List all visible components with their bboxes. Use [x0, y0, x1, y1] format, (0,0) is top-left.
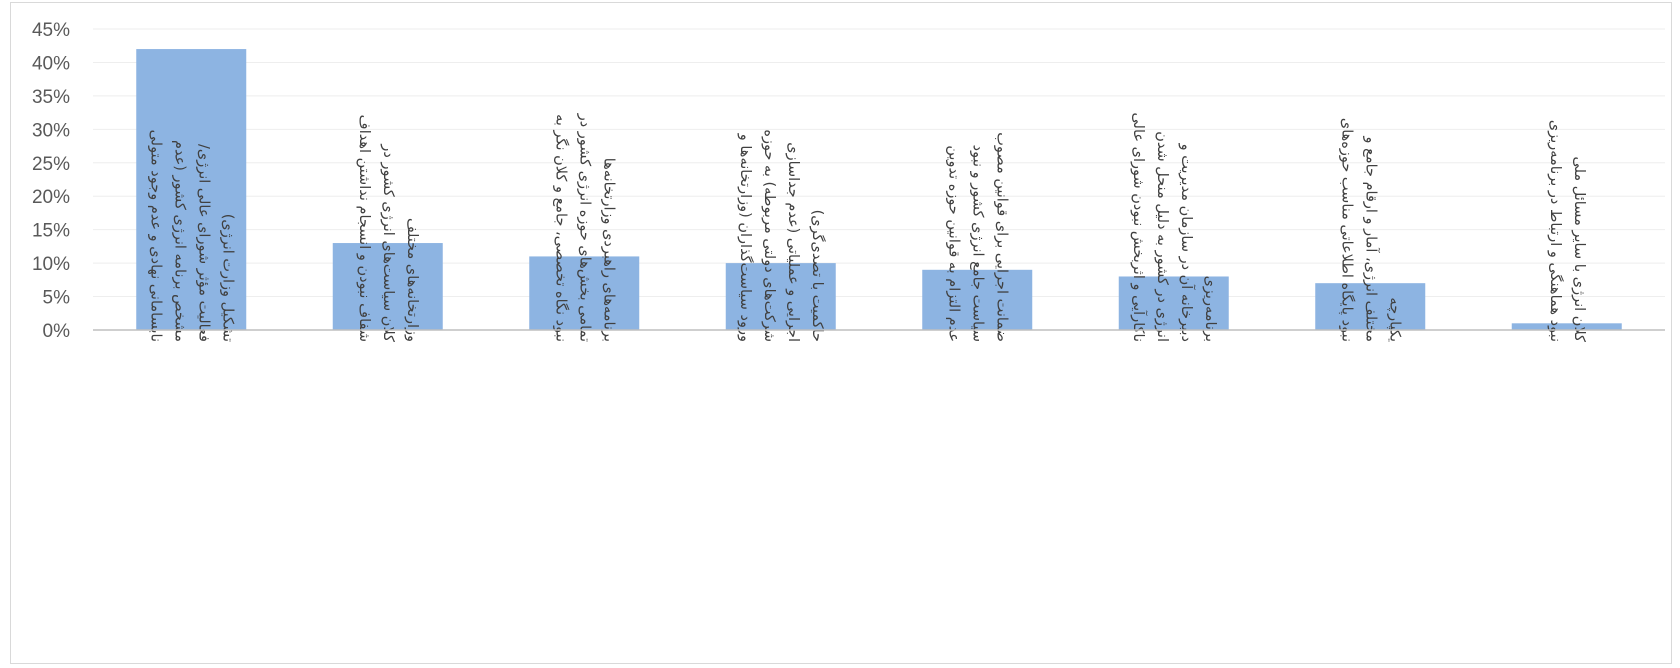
- category-label-line: عدم التزام به قوانین حوزه تدوین: [945, 145, 961, 342]
- category-label-line: حاکمیت با تصدی‌گری): [809, 210, 826, 342]
- y-tick-label: 40%: [32, 53, 70, 74]
- bar: [332, 243, 443, 330]
- category-label-line: انرژی در کشور به دلیل منحل شدن: [1154, 131, 1170, 342]
- category-label-line: دبیرخانه آن در سازمان مدیریت و: [1178, 143, 1196, 342]
- category-label-line: برنامه‌ریزی: [1202, 276, 1218, 342]
- category-label-line: مختلف انرژی، آمار و ارقام جامع و: [1362, 135, 1380, 342]
- category-label-line: وزارتخانه‌های مختلف: [404, 218, 420, 342]
- category-label-line: نبود نگاه تخصصی، جامع و کلان نگر به: [552, 114, 569, 342]
- y-tick-label: 20%: [32, 187, 70, 208]
- category-label-line: نبود پایگاه اطلاعاتی مناسب حوزه‌های: [1338, 118, 1355, 342]
- category-label: نابسامانی نهادی و عدم وجود متولی مشخص برن…: [147, 130, 235, 342]
- category-label-line: کلان انرژی با سایر مسائل ملی: [1571, 156, 1587, 342]
- y-tick-label: 45%: [32, 20, 70, 41]
- category-label-line: نبود هماهنگی و ارتباط در برنامه‌ریزی: [1547, 120, 1564, 342]
- category-label-line: مشخص برنامه انرژی کشور (عدم: [171, 140, 187, 342]
- bar: [1315, 283, 1426, 330]
- category-label: نبود پایگاه اطلاعاتی مناسب حوزه‌های مختلف…: [1338, 118, 1402, 342]
- category-label: نبود هماهنگی و ارتباط در برنامه‌ریزی کلان…: [1547, 120, 1587, 342]
- category-label-line: تشکیل وزارت انرژی): [219, 214, 235, 342]
- bar: [529, 256, 640, 330]
- y-tick-label: 10%: [32, 254, 70, 275]
- category-label-line: شفاف نبودن و انسجام نداشتن اهداف: [356, 115, 372, 342]
- category-label: شفاف نبودن و انسجام نداشتن اهداف کلان سیا…: [356, 115, 420, 342]
- y-tick-label: 35%: [32, 87, 70, 108]
- y-tick-label: 5%: [43, 288, 71, 309]
- category-label: عدم التزام به قوانین حوزه تدوین سیاست جام…: [945, 132, 1009, 342]
- category-label-line: تمامی بخش‌های حوزه انرژی کشور در: [576, 113, 592, 342]
- category-label-line: نابسامانی نهادی و عدم وجود متولی: [147, 130, 163, 342]
- category-label-line: اجرایی و عملیاتی (عدم جداسازی: [785, 142, 801, 342]
- category-label-line: برنامه‌های راهبردی وزارتخانه‌ها: [600, 158, 616, 342]
- category-label-line: ورود سیاست‌گذاران (وزارتخانه‌ها و: [737, 133, 754, 342]
- category-label-line: ناکارآیی و اثربخش نبودن شورای عالی: [1130, 112, 1148, 342]
- category-label: ناکارآیی و اثربخش نبودن شورای عالی انرژی …: [1130, 112, 1218, 342]
- category-label-line: کلان سیاست‌های انرژی کشور در: [380, 143, 396, 342]
- category-label: نبود نگاه تخصصی، جامع و کلان نگر به تمامی…: [552, 113, 616, 342]
- y-tick-label: 15%: [32, 221, 70, 242]
- bar: [136, 49, 247, 331]
- y-tick-label: 0%: [43, 321, 71, 342]
- chart-frame: [10, 2, 1672, 664]
- bars: [136, 49, 1622, 331]
- category-label-line: شرکت‌های دولتی مربوطه) به حوزه: [761, 129, 777, 342]
- category-label-line: ضمانت اجرایی برای قوانین مصوب: [993, 132, 1009, 342]
- category-label-line: یکپارچه: [1386, 297, 1402, 342]
- y-tick-label: 25%: [32, 154, 70, 175]
- bar: [1511, 323, 1622, 330]
- gridlines: [93, 28, 1665, 298]
- y-tick-label: 30%: [32, 120, 70, 141]
- y-axis-tick-labels: 0% 5% 10% 15% 20% 25% 30% 35% 40% 45%: [32, 20, 70, 342]
- category-label-line: فعالیت مؤثر شورای عالی انرژی/: [195, 144, 211, 342]
- x-axis-category-labels: نابسامانی نهادی و عدم وجود متولی مشخص برن…: [147, 112, 1587, 342]
- bar: [1118, 276, 1229, 330]
- bar: [922, 269, 1033, 330]
- category-label: ورود سیاست‌گذاران (وزارتخانه‌ها و شرکت‌ها…: [737, 129, 826, 342]
- category-label-line: سیاست جامع انرژی کشور و نبود: [969, 145, 985, 342]
- bar: [725, 263, 836, 330]
